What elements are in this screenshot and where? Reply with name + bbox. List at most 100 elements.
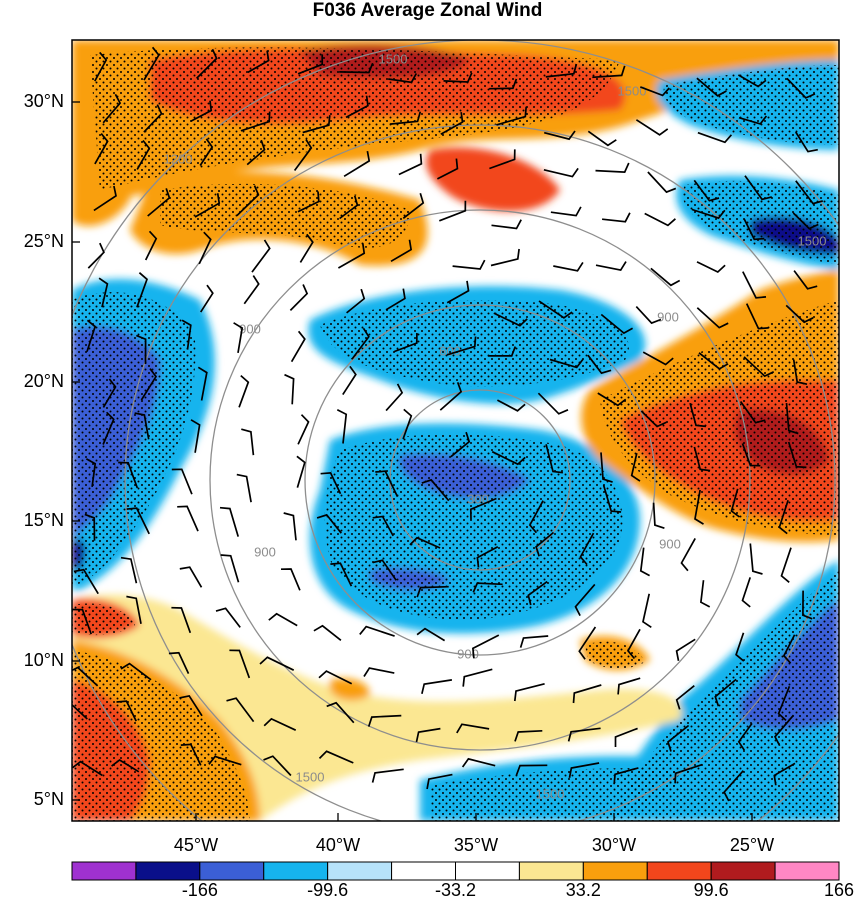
wind-barb — [85, 458, 97, 488]
range-ring-label: 1200 — [164, 151, 193, 166]
wind-barb — [773, 714, 795, 747]
wind-barb — [514, 729, 543, 742]
wind-barb — [233, 322, 244, 354]
wind-barb — [626, 628, 641, 660]
wind-barb — [749, 543, 763, 575]
lon-label: 35°W — [454, 835, 498, 855]
wind-barb — [550, 206, 582, 217]
wind-barb — [136, 272, 148, 308]
wind-barb — [339, 62, 374, 74]
significance-stippling — [72, 47, 839, 821]
wind-barb — [786, 77, 816, 99]
wind-barb — [416, 627, 446, 642]
wind-barb — [280, 568, 301, 591]
wind-barb — [135, 334, 147, 365]
colorbar-swatch — [518, 861, 584, 881]
wind-barb — [698, 352, 729, 370]
wind-barb — [363, 667, 395, 677]
wind-barb — [735, 632, 745, 662]
wind-barb — [190, 100, 213, 123]
wind-barb — [102, 411, 115, 445]
wind-barb — [741, 577, 752, 608]
wind-barb — [519, 635, 549, 648]
wind-barb — [402, 193, 425, 219]
stipple-region — [72, 650, 250, 821]
wind-barb — [543, 167, 579, 178]
wind-barb — [595, 261, 627, 272]
wind-barb — [567, 727, 601, 742]
wind-barb — [426, 773, 453, 790]
wind-barb — [102, 378, 117, 408]
wind-barb — [472, 582, 503, 593]
wind-barb — [782, 634, 796, 664]
lon-label: 40°W — [316, 835, 360, 855]
wind-barb — [613, 767, 639, 785]
wind-barb — [694, 489, 704, 525]
wind-barb — [537, 392, 569, 415]
wind-barb — [513, 682, 545, 702]
wind-barbs — [72, 46, 824, 802]
wind-barb — [236, 473, 252, 503]
wind-barb — [487, 346, 517, 357]
wind-barb — [780, 547, 792, 583]
wind-barb — [693, 179, 720, 202]
range-ring-label: 900 — [657, 309, 679, 324]
wind-barb — [792, 359, 808, 386]
wind-barb — [144, 230, 158, 261]
wind-barb — [675, 638, 696, 661]
wind-barb — [190, 419, 201, 453]
wind-barb — [339, 195, 359, 220]
wind-barb — [696, 261, 726, 274]
wind-barb — [697, 131, 733, 144]
wind-barb — [438, 200, 467, 222]
wind-barb — [778, 499, 789, 535]
wind-barb — [297, 54, 324, 75]
wind-barb — [650, 267, 681, 287]
wind-barb — [220, 554, 240, 583]
wind-barb — [126, 595, 142, 624]
stipple-region — [663, 65, 839, 145]
wind-barb — [283, 512, 297, 541]
wind-barb — [489, 149, 516, 170]
lat-label: 10°N — [24, 650, 64, 670]
colorbar-swatch — [71, 861, 137, 881]
wind-barb — [416, 585, 449, 598]
wind-barb — [179, 566, 203, 588]
wind-barb — [574, 583, 596, 616]
wind-barb — [375, 470, 399, 498]
map-title: F036 Average Zonal Wind — [312, 0, 543, 21]
wind-barb — [316, 513, 342, 534]
wind-barb — [72, 703, 88, 720]
wind-barb — [389, 111, 422, 125]
wind-barb — [263, 755, 292, 777]
wind-barb — [197, 366, 208, 401]
wind-barb — [140, 368, 158, 401]
wind-barb — [238, 374, 250, 408]
wind-barb — [86, 319, 97, 352]
wind-barb — [802, 590, 813, 620]
wind-barb — [343, 150, 371, 178]
wind-barb — [385, 383, 404, 412]
wind-barb — [134, 412, 150, 440]
wind-barb — [737, 74, 767, 88]
wind-barb — [644, 212, 676, 227]
colorbar-label: -166 — [182, 880, 218, 900]
wind-barb — [795, 180, 824, 205]
wind-barb — [241, 428, 255, 456]
wind-barb — [527, 580, 548, 606]
wind-barb — [497, 399, 526, 412]
range-ring-label: 900 — [239, 321, 261, 336]
wind-barb — [600, 452, 613, 483]
colorbar-swatch — [774, 861, 840, 881]
wind-barb — [553, 261, 584, 272]
wind-barb — [792, 212, 819, 230]
wind-barb — [143, 104, 163, 133]
wind-barb — [446, 336, 477, 356]
plot-frame — [71, 39, 840, 822]
wind-barb — [208, 755, 242, 766]
stipple-region — [90, 47, 620, 190]
wind-barb — [126, 507, 150, 535]
wind-barb — [147, 188, 171, 217]
wind-barb — [296, 455, 306, 488]
